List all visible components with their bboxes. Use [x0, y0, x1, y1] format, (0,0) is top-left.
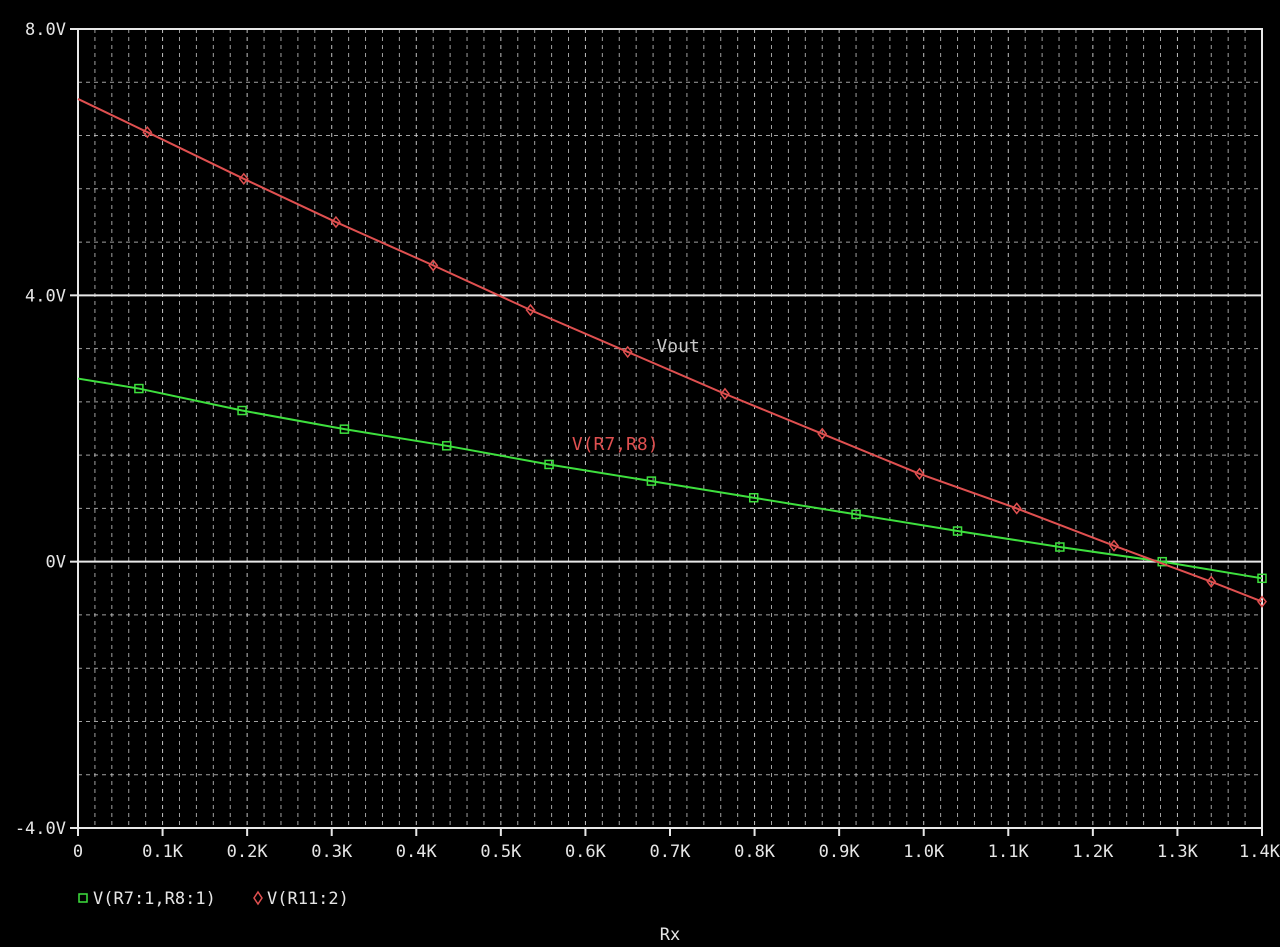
- x-tick-labels: 0 0.1K 0.2K 0.3K 0.4K 0.5K 0.6K 0.7K 0.8K 0.9K 1.0…: [73, 842, 1280, 862]
- data-point-square: [237, 405, 247, 416]
- data-point-diamond: [817, 427, 828, 441]
- legend-marker-square-icon: [78, 893, 88, 903]
- data-point-diamond: [1206, 575, 1217, 588]
- series-line-1: [77, 98, 1263, 603]
- series: [77, 98, 1267, 608]
- x-tick-label: 0.9K: [819, 842, 861, 862]
- x-tick-label: 0.2K: [227, 842, 269, 862]
- axes: [70, 28, 1263, 836]
- data-point-diamond: [1109, 539, 1119, 552]
- x-tick-label: 0.5K: [480, 842, 522, 862]
- data-point-square: [952, 526, 963, 536]
- series-line-0: [77, 377, 1263, 580]
- x-tick-label: 1.1K: [988, 842, 1030, 862]
- y-tick-label: -4.0V: [15, 819, 66, 839]
- data-point-square: [646, 476, 657, 486]
- data-point-diamond: [238, 172, 249, 186]
- annotation-vout: Vout: [656, 336, 699, 357]
- x-tick-label: 0.3K: [311, 842, 353, 862]
- annotation-v-r7-r8: V(R7,R8): [572, 434, 659, 455]
- data-point-square: [339, 424, 350, 434]
- data-point-square: [1055, 542, 1065, 552]
- x-tick-label: 0.1K: [142, 842, 184, 862]
- legend-label-v-r11: V(R11:2): [267, 889, 349, 909]
- y-tick-labels: 8.0V 4.0V 0V -4.0V: [15, 20, 66, 839]
- x-tick-label: 1.0K: [903, 842, 945, 862]
- data-point-diamond: [1011, 502, 1022, 515]
- annotations: Vout V(R7,R8): [572, 336, 700, 455]
- data-point-square: [748, 492, 759, 503]
- x-axis-label: Rx: [660, 925, 680, 945]
- data-point-diamond: [330, 215, 341, 229]
- legend-label-v-r7-r8: V(R7:1,R8:1): [93, 889, 216, 909]
- data-point-diamond: [428, 259, 439, 272]
- x-tick-label: 1.4K: [1239, 842, 1280, 862]
- x-tick-label: 0.8K: [734, 842, 776, 862]
- data-point-square: [851, 509, 861, 520]
- data-point-square: [544, 459, 554, 470]
- data-point-square: [1257, 573, 1267, 584]
- x-tick-label: 0: [73, 842, 83, 862]
- y-tick-label: 8.0V: [25, 20, 66, 40]
- x-tick-label: 0.4K: [396, 842, 438, 862]
- x-tick-label: 1.3K: [1157, 842, 1199, 862]
- x-tick-label: 0.6K: [565, 842, 607, 862]
- data-point-diamond: [720, 387, 730, 401]
- y-tick-label: 4.0V: [25, 286, 66, 306]
- data-point-diamond: [525, 303, 536, 317]
- x-tick-label: 1.2K: [1072, 842, 1114, 862]
- legend: V(R7:1,R8:1) V(R11:2): [78, 889, 349, 909]
- y-tick-label: 0V: [46, 553, 66, 573]
- x-tick-label: 0.7K: [650, 842, 692, 862]
- grid: [77, 28, 1263, 829]
- data-point-square: [441, 441, 452, 451]
- data-point-diamond: [914, 467, 925, 480]
- data-point-diamond: [142, 126, 153, 139]
- data-point-diamond: [622, 345, 633, 359]
- data-point-square: [134, 383, 144, 394]
- data-point-diamond: [1257, 595, 1267, 608]
- legend-marker-diamond-icon: [253, 890, 263, 906]
